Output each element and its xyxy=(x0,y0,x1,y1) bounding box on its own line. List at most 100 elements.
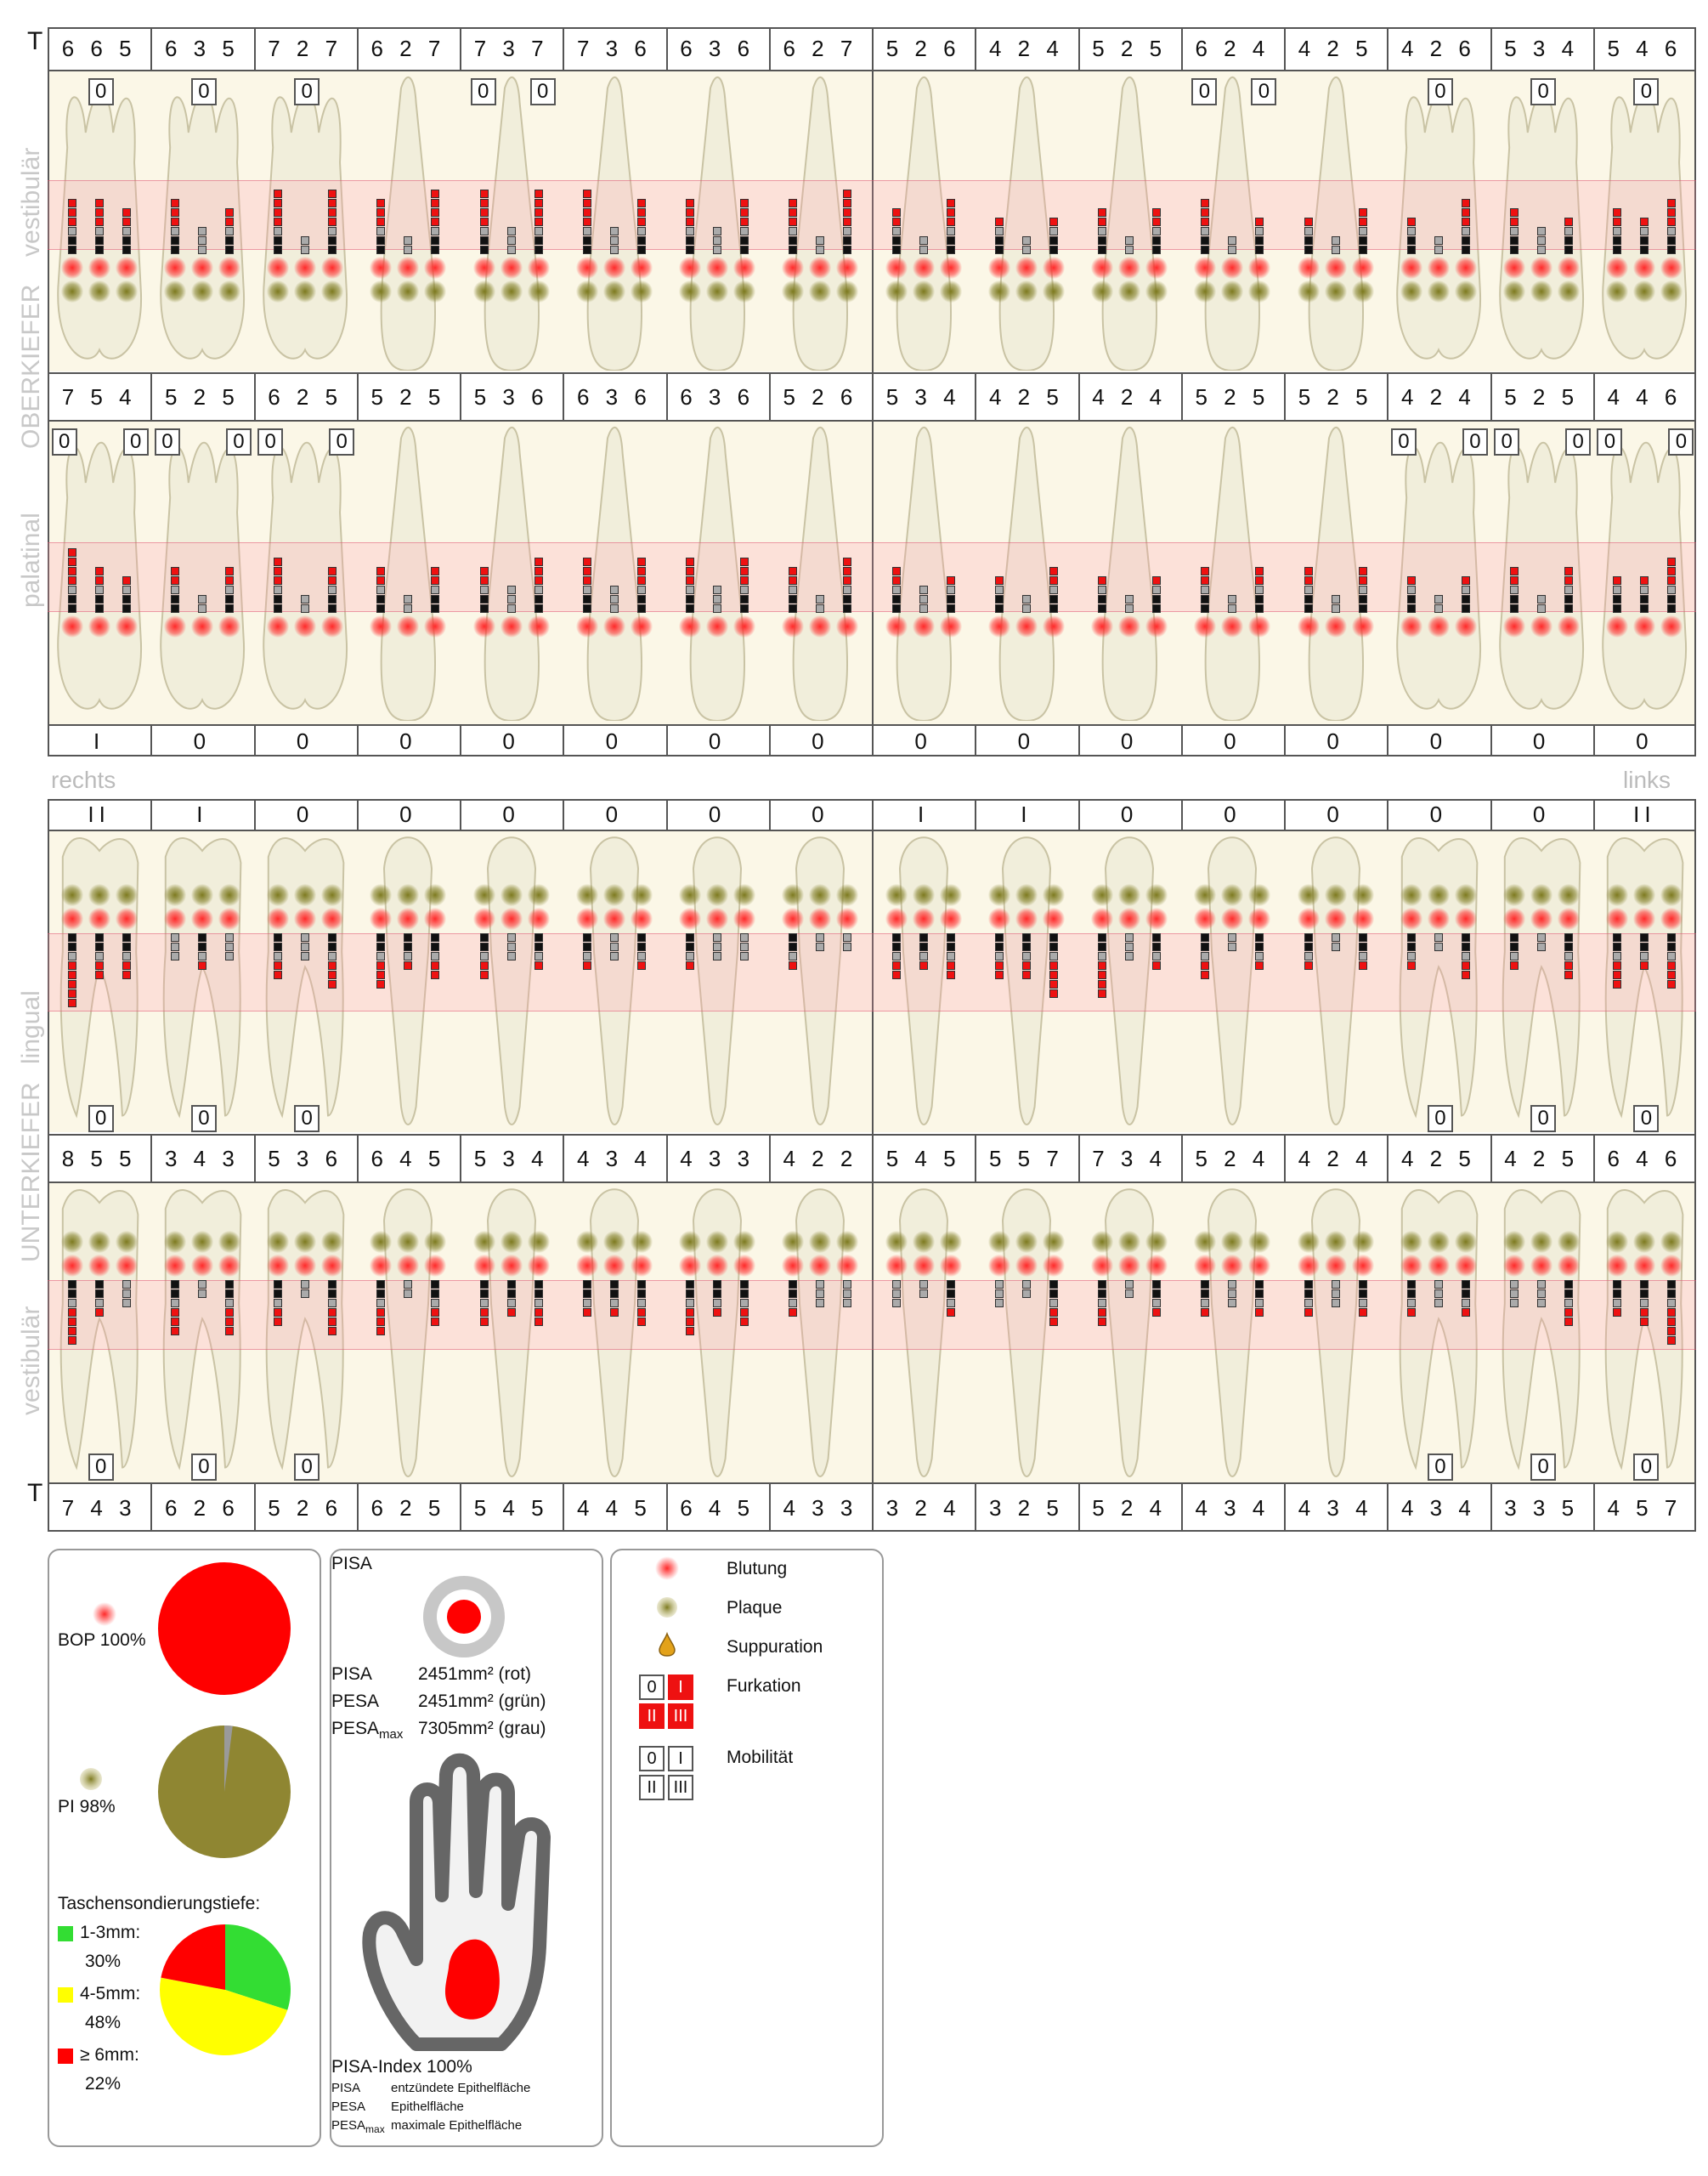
tooth-upper-pal-12[interactable] xyxy=(1302,423,1370,721)
tooth-lower-ling-11[interactable] xyxy=(1198,833,1266,1130)
tooth-lower-vest-6[interactable] xyxy=(683,1185,751,1482)
probe-mm xyxy=(328,971,337,979)
probe-mm xyxy=(1201,604,1210,613)
probe-mm xyxy=(274,1318,283,1326)
probe-mm xyxy=(946,1308,955,1317)
furcation-box: 0 xyxy=(294,1105,320,1132)
tooth-lower-vest-7[interactable] xyxy=(786,1185,854,1482)
bleeding-dot xyxy=(836,257,859,279)
probe-mm xyxy=(582,567,591,575)
tooth-upper-pal-7[interactable] xyxy=(786,423,854,721)
probe-mm xyxy=(1255,567,1264,575)
tooth-upper-vest-5[interactable] xyxy=(580,73,648,371)
bleeding-dot xyxy=(218,257,240,279)
tooth-upper-pal-6[interactable] xyxy=(683,423,751,721)
probe-mm xyxy=(170,246,179,254)
pisa-legend-value: entzündete Epithelfläche xyxy=(391,2081,531,2095)
bleeding-dot xyxy=(733,908,756,930)
tooth-lower-ling-10[interactable] xyxy=(1095,833,1163,1130)
probe-mm xyxy=(301,943,310,951)
probe-mm xyxy=(1406,952,1416,960)
pocket-slice-0 xyxy=(225,1924,291,2010)
probe-mm xyxy=(1331,933,1340,942)
tooth-upper-pal-3[interactable] xyxy=(374,423,442,721)
tooth-lower-ling-9[interactable] xyxy=(993,833,1060,1130)
probe-mm xyxy=(197,933,206,942)
lower-vest-depth-1: 6 2 6 xyxy=(164,1494,240,1521)
tooth-lower-vest-4[interactable] xyxy=(478,1185,546,1482)
probe-mm xyxy=(1461,961,1470,970)
probe-mm xyxy=(376,1318,386,1326)
tooth-upper-vest-10[interactable] xyxy=(1095,73,1163,371)
probe-mm xyxy=(67,999,76,1007)
tooth-lower-vest-8[interactable] xyxy=(890,1185,958,1482)
probe-mm xyxy=(328,576,337,585)
tooth-lower-ling-13[interactable] xyxy=(1393,833,1485,1130)
tooth-upper-pal-4[interactable] xyxy=(478,423,546,721)
tooth-upper-pal-10[interactable] xyxy=(1095,423,1163,721)
tooth-lower-ling-8[interactable] xyxy=(890,833,958,1130)
probe-mm xyxy=(686,1318,695,1326)
tooth-upper-pal-9[interactable] xyxy=(993,423,1060,721)
bleeding-dot xyxy=(1660,1255,1683,1277)
probe-mm xyxy=(328,1318,337,1326)
tooth-lower-ling-7[interactable] xyxy=(786,833,854,1130)
tooth-lower-ling-2[interactable] xyxy=(259,833,351,1130)
probe-mm xyxy=(946,208,955,217)
tooth-lower-ling-0[interactable] xyxy=(54,833,145,1130)
probe-mm xyxy=(1461,952,1470,960)
lower-ling-depth-8: 5 4 5 xyxy=(885,1145,961,1171)
tooth-upper-vest-6[interactable] xyxy=(683,73,751,371)
probe-mm xyxy=(431,971,440,979)
tooth-lower-ling-15[interactable] xyxy=(1598,833,1690,1130)
bleeding-dot xyxy=(472,257,495,279)
cell-divider xyxy=(975,374,977,420)
tooth-lower-ling-5[interactable] xyxy=(580,833,648,1130)
bleeding-dot xyxy=(1118,1255,1141,1277)
tooth-lower-ling-1[interactable] xyxy=(156,833,248,1130)
probe-mm xyxy=(94,604,104,613)
cell-divider xyxy=(1180,374,1183,420)
tooth-lower-vest-5[interactable] xyxy=(580,1185,648,1482)
tooth-upper-vest-7[interactable] xyxy=(786,73,854,371)
furcation-symbol: 0 xyxy=(639,1674,665,1700)
probe-mm xyxy=(274,567,283,575)
tooth-upper-vest-9[interactable] xyxy=(993,73,1060,371)
tooth-upper-vest-8[interactable] xyxy=(890,73,958,371)
tooth-lower-ling-12[interactable] xyxy=(1302,833,1370,1130)
tooth-lower-vest-9[interactable] xyxy=(993,1185,1060,1482)
probe-mm xyxy=(534,1318,543,1326)
probe-mm xyxy=(1510,218,1519,226)
cell-divider xyxy=(975,1136,977,1182)
tooth-upper-vest-12[interactable] xyxy=(1302,73,1370,371)
tooth-lower-vest-11[interactable] xyxy=(1198,1185,1266,1482)
tooth-upper-vest-3[interactable] xyxy=(374,73,442,371)
tooth-upper-pal-8[interactable] xyxy=(890,423,958,721)
probe-mm xyxy=(1358,595,1367,604)
tooth-lower-vest-10[interactable] xyxy=(1095,1185,1163,1482)
bleeding-dot xyxy=(987,615,1010,638)
cell-divider xyxy=(563,799,565,830)
tooth-lower-vest-3[interactable] xyxy=(374,1185,442,1482)
bleeding-dot xyxy=(1015,908,1038,930)
probe-mm xyxy=(994,246,1004,254)
tooth-upper-pal-5[interactable] xyxy=(580,423,648,721)
tooth-upper-vest-4[interactable] xyxy=(478,73,546,371)
bleeding-dot xyxy=(706,908,729,930)
plaque-dot xyxy=(1454,884,1477,906)
pisa-legend-key: PISA xyxy=(331,2081,361,2095)
probe-mm xyxy=(534,246,543,254)
tooth-lower-ling-4[interactable] xyxy=(478,833,546,1130)
probe-mm xyxy=(1331,1280,1340,1289)
probe-mm xyxy=(1461,199,1470,207)
cell-divider xyxy=(1387,1484,1389,1532)
tooth-upper-pal-11[interactable] xyxy=(1198,423,1266,721)
tooth-upper-vest-11[interactable] xyxy=(1198,73,1266,371)
tooth-lower-ling-14[interactable] xyxy=(1496,833,1587,1130)
tooth-lower-vest-12[interactable] xyxy=(1302,1185,1370,1482)
tooth-lower-ling-6[interactable] xyxy=(683,833,751,1130)
plaque-dot xyxy=(294,884,317,906)
tooth-lower-ling-3[interactable] xyxy=(374,833,442,1130)
probe-mm xyxy=(713,236,722,245)
bleeding-dot xyxy=(527,615,550,638)
